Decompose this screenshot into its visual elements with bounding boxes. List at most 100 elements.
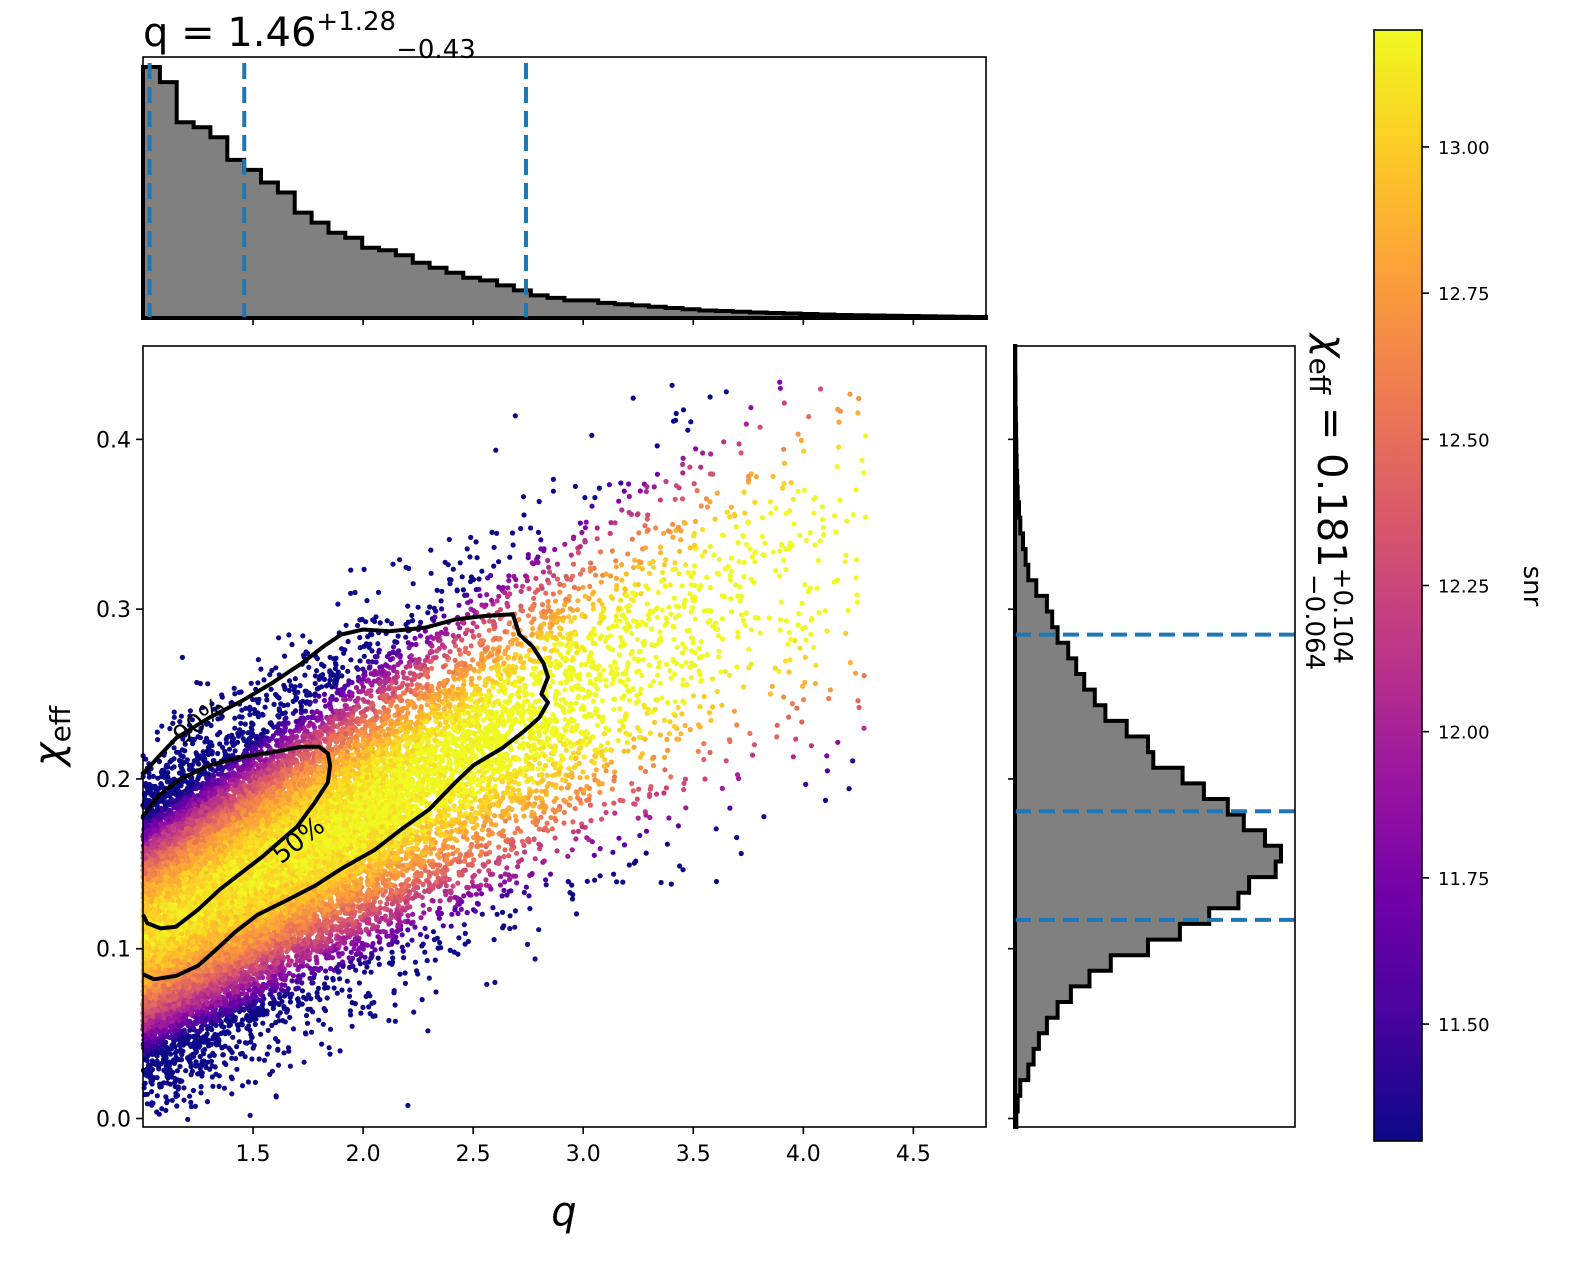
scatter-point bbox=[352, 589, 358, 596]
scatter-point bbox=[837, 497, 843, 503]
scatter-point bbox=[550, 591, 556, 597]
scatter-point bbox=[344, 978, 350, 984]
scatter-point bbox=[567, 636, 574, 642]
scatter-point bbox=[377, 936, 383, 942]
scatter-point bbox=[410, 911, 416, 917]
scatter-point bbox=[593, 767, 599, 773]
scatter-point bbox=[565, 853, 571, 859]
scatter-point bbox=[513, 818, 519, 824]
scatter-point bbox=[638, 765, 644, 771]
scatter-point bbox=[514, 850, 520, 856]
scatter-point bbox=[358, 1010, 364, 1016]
scatter-point bbox=[643, 828, 650, 834]
scatter-point bbox=[518, 603, 524, 609]
scatter-point bbox=[783, 618, 790, 624]
scatter-point bbox=[650, 678, 657, 685]
scatter-point bbox=[473, 891, 480, 897]
scatter-point bbox=[661, 790, 667, 796]
scatter-point bbox=[177, 1063, 183, 1070]
scatter-point bbox=[759, 515, 766, 521]
scatter-point bbox=[271, 701, 277, 708]
scatter-point bbox=[724, 509, 730, 515]
scatter-point bbox=[543, 882, 549, 888]
scatter-point bbox=[282, 653, 288, 659]
scatter-point bbox=[482, 682, 488, 688]
scatter-point bbox=[455, 729, 461, 735]
scatter-point bbox=[609, 681, 615, 687]
scatter-point bbox=[603, 768, 609, 774]
scatter-point bbox=[492, 979, 498, 986]
scatter-point bbox=[512, 830, 518, 836]
scatter-point bbox=[696, 645, 702, 651]
scatter-point bbox=[704, 504, 711, 510]
scatter-point bbox=[799, 719, 805, 725]
scatter-point bbox=[802, 654, 808, 661]
scatter-point bbox=[450, 851, 456, 857]
scatter-point bbox=[734, 664, 740, 670]
scatter-point bbox=[546, 564, 552, 570]
scatter-point bbox=[386, 1017, 392, 1024]
scatter-point bbox=[617, 727, 623, 733]
scatter-point bbox=[663, 478, 669, 485]
scatter-point bbox=[609, 786, 615, 792]
scatter-point bbox=[287, 999, 293, 1005]
scatter-point bbox=[286, 678, 293, 684]
scatter-point bbox=[602, 638, 609, 644]
scatter-point bbox=[574, 790, 580, 796]
scatter-point bbox=[680, 455, 686, 461]
scatter-point bbox=[190, 741, 196, 747]
scatter-point bbox=[680, 682, 686, 688]
scatter-point bbox=[550, 679, 556, 685]
scatter-point bbox=[680, 461, 686, 467]
scatter-point bbox=[267, 1071, 273, 1077]
scatter-point bbox=[389, 949, 395, 955]
scatter-point bbox=[547, 683, 553, 690]
scatter-point bbox=[334, 990, 340, 996]
scatter-point bbox=[566, 593, 573, 600]
scatter-point bbox=[602, 757, 608, 763]
scatter-point bbox=[433, 989, 439, 995]
scatter-point bbox=[361, 566, 367, 573]
scatter-point bbox=[502, 879, 508, 885]
scatter-point bbox=[216, 1083, 222, 1089]
scatter-point bbox=[853, 670, 859, 676]
scatter-point bbox=[580, 567, 586, 573]
scatter-point bbox=[507, 913, 513, 919]
scatter-point bbox=[427, 604, 433, 610]
scatter-point bbox=[742, 622, 748, 628]
q-marginal-frame bbox=[142, 56, 987, 319]
scatter-point bbox=[861, 725, 867, 731]
scatter-point bbox=[205, 681, 211, 687]
scatter-point bbox=[798, 437, 805, 444]
scatter-point bbox=[469, 879, 475, 885]
scatter-point bbox=[489, 529, 495, 536]
scatter-point bbox=[327, 1026, 334, 1032]
scatter-point bbox=[221, 1085, 227, 1091]
scatter-point bbox=[410, 618, 416, 624]
scatter-point bbox=[439, 606, 445, 612]
scatter-point bbox=[691, 481, 697, 487]
scatter-point bbox=[861, 470, 867, 476]
scatter-point bbox=[343, 622, 349, 628]
scatter-point bbox=[549, 826, 556, 832]
scatter-point bbox=[167, 726, 173, 732]
scatter-point bbox=[682, 597, 688, 604]
scatter-point bbox=[289, 641, 295, 648]
scatter-point bbox=[610, 849, 616, 855]
scatter-point bbox=[239, 1050, 245, 1056]
scatter-point bbox=[662, 767, 668, 773]
scatter-point bbox=[729, 609, 735, 615]
scatter-point bbox=[786, 629, 792, 636]
scatter-point bbox=[757, 424, 763, 430]
scatter-point bbox=[702, 549, 708, 555]
scatter-point bbox=[309, 980, 315, 986]
scatter-point bbox=[679, 711, 685, 717]
scatter-point bbox=[786, 714, 792, 720]
scatter-point bbox=[209, 1074, 215, 1080]
scatter-point bbox=[646, 570, 653, 577]
scatter-point bbox=[210, 1083, 216, 1089]
scatter-point bbox=[297, 683, 303, 689]
scatter-point bbox=[409, 937, 415, 943]
scatter-point bbox=[626, 493, 632, 500]
scatter-point bbox=[621, 748, 627, 754]
